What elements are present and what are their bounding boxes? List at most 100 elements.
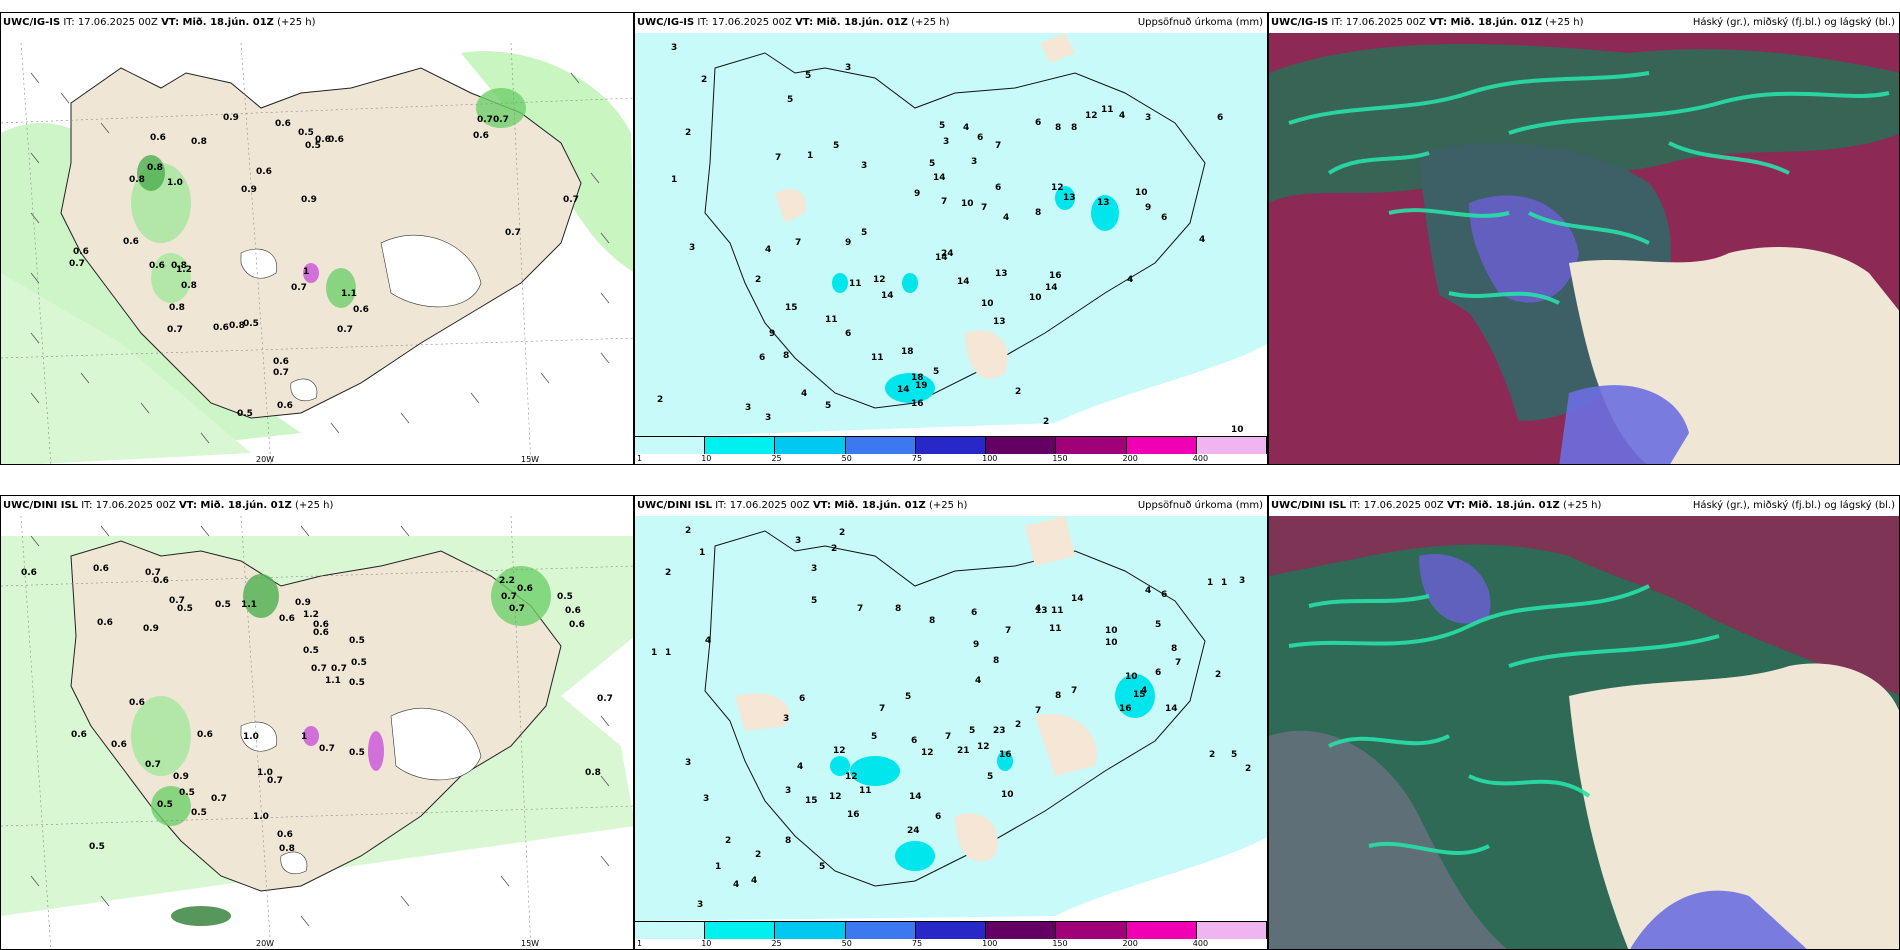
value-label: 0.8 xyxy=(279,844,295,854)
value-label: 0.7 xyxy=(145,568,161,578)
value-label: 2 xyxy=(1215,670,1222,680)
value-label: 12 xyxy=(845,772,858,782)
value-label: 0.7 xyxy=(597,694,613,704)
value-label: 1.1 xyxy=(241,600,257,610)
value-label: 0.9 xyxy=(295,598,311,608)
map-canvas xyxy=(635,33,1267,438)
value-label: 9 xyxy=(769,329,776,339)
colorbar-swatch xyxy=(705,922,776,939)
panel-ig-is-precip-wind: UWC/IG-IS IT: 17.06.2025 00Z VT: Mið. 18… xyxy=(0,12,634,465)
value-label: 0.7 xyxy=(273,368,289,378)
value-label: 9 xyxy=(1145,203,1152,213)
panel-field-title: Háský (gr.), miðský (fj.bl.) og lágský (… xyxy=(1692,500,1895,511)
value-label: 7 xyxy=(775,153,782,163)
value-label: 7 xyxy=(879,704,886,714)
value-label: 3 xyxy=(795,536,802,546)
value-label: 0.8 xyxy=(181,281,197,291)
value-label: 3 xyxy=(697,900,704,910)
value-label: 2 xyxy=(665,568,672,578)
colorbar-tick-label: 10 xyxy=(701,454,712,463)
value-label: 0.6 xyxy=(71,730,87,740)
colorbar-swatch xyxy=(775,922,846,939)
value-label: 0.7 xyxy=(505,228,521,238)
value-label: 3 xyxy=(685,758,692,768)
value-label: 4 xyxy=(1127,275,1134,285)
value-label: 4 xyxy=(765,245,772,255)
value-label: 4 xyxy=(963,123,970,133)
value-label: 1.0 xyxy=(257,768,273,778)
value-label: 9 xyxy=(914,189,921,199)
colorbar-tick-label: 100 xyxy=(982,454,998,463)
value-label: 8 xyxy=(1035,208,1042,218)
value-label: 6 xyxy=(1035,118,1042,128)
value-label: 5 xyxy=(833,141,840,151)
value-label: 2 xyxy=(685,128,692,138)
value-label: 0.6 xyxy=(275,119,291,129)
value-label: 1.1 xyxy=(341,289,357,299)
colorbar-swatch xyxy=(775,437,846,454)
value-label: 0.6 xyxy=(197,730,213,740)
value-label: 4 xyxy=(797,762,804,772)
value-label: 15 xyxy=(805,796,818,806)
value-label: 11 xyxy=(825,315,838,325)
value-label: 5 xyxy=(819,862,826,872)
value-label: 2 xyxy=(1015,387,1022,397)
value-label: 0.9 xyxy=(301,195,317,205)
colorbar-swatch xyxy=(845,437,916,454)
value-label: 0.8 xyxy=(129,175,145,185)
value-label: 0.6 xyxy=(277,401,293,411)
panel-title: UWC/IG-IS IT: 17.06.2025 00Z VT: Mið. 18… xyxy=(3,17,316,28)
value-label: 10 xyxy=(961,199,974,209)
value-label: 2 xyxy=(685,526,692,536)
colorbar-swatch xyxy=(986,437,1057,454)
value-label: 4 xyxy=(1141,686,1148,696)
value-label: 5 xyxy=(811,596,818,606)
value-label: 3 xyxy=(811,564,818,574)
value-label: 3 xyxy=(1239,576,1246,586)
colorbar-tick-label: 50 xyxy=(841,454,852,463)
value-label: 6 xyxy=(911,736,918,746)
value-label: 12 xyxy=(977,742,990,752)
value-label: 16 xyxy=(999,750,1012,760)
value-label: 0.8 xyxy=(169,303,185,313)
value-label: 3 xyxy=(703,794,710,804)
value-label: 0.7 xyxy=(477,115,493,125)
value-label: 6 xyxy=(845,329,852,339)
lon-label-20w: 20W xyxy=(256,939,275,948)
value-label: 1 xyxy=(715,862,722,872)
colorbar-tick-label: 50 xyxy=(841,939,852,948)
value-label: 11 xyxy=(871,353,884,363)
value-label: 0.6 xyxy=(129,698,145,708)
value-label: 10 xyxy=(1105,626,1118,636)
value-label: 0.7 xyxy=(69,259,85,269)
value-label: 6 xyxy=(1155,668,1162,678)
panel-dini-clouds: UWC/DINI ISL IT: 17.06.2025 00Z VT: Mið.… xyxy=(1268,495,1900,950)
value-label: 2 xyxy=(1245,764,1252,774)
value-label: 1.2 xyxy=(303,610,319,620)
value-label: 0.6 xyxy=(313,628,329,638)
value-label: 15 xyxy=(785,303,798,313)
value-label: 6 xyxy=(935,812,942,822)
value-label: 2 xyxy=(1209,750,1216,760)
colorbar-swatch xyxy=(705,437,776,454)
value-label: 5 xyxy=(861,228,868,238)
value-label: 0.8 xyxy=(147,163,163,173)
colorbar-swatch xyxy=(1126,922,1197,939)
value-label: 0.5 xyxy=(237,409,253,419)
lon-label-15w: 15W xyxy=(521,939,540,948)
precip-colorbar: 1 10 25 50 75 100 150 200 400 xyxy=(635,436,1267,464)
value-label: 7 xyxy=(1035,706,1042,716)
value-label: 7 xyxy=(1175,658,1182,668)
colorbar-tick-label: 1 xyxy=(637,454,643,463)
value-label: 8 xyxy=(783,351,790,361)
cloud-map-canvas xyxy=(1269,516,1899,949)
panel-title: UWC/DINI ISL IT: 17.06.2025 00Z VT: Mið.… xyxy=(637,500,968,511)
value-label: 7 xyxy=(1071,686,1078,696)
value-label: 21 xyxy=(957,746,970,756)
value-label: 0.8 xyxy=(171,261,187,271)
map-canvas xyxy=(1,42,633,464)
colorbar-swatch xyxy=(1126,437,1197,454)
value-label: 0.5 xyxy=(215,600,231,610)
value-label: 3 xyxy=(1145,113,1152,123)
value-label: 19 xyxy=(915,381,928,391)
